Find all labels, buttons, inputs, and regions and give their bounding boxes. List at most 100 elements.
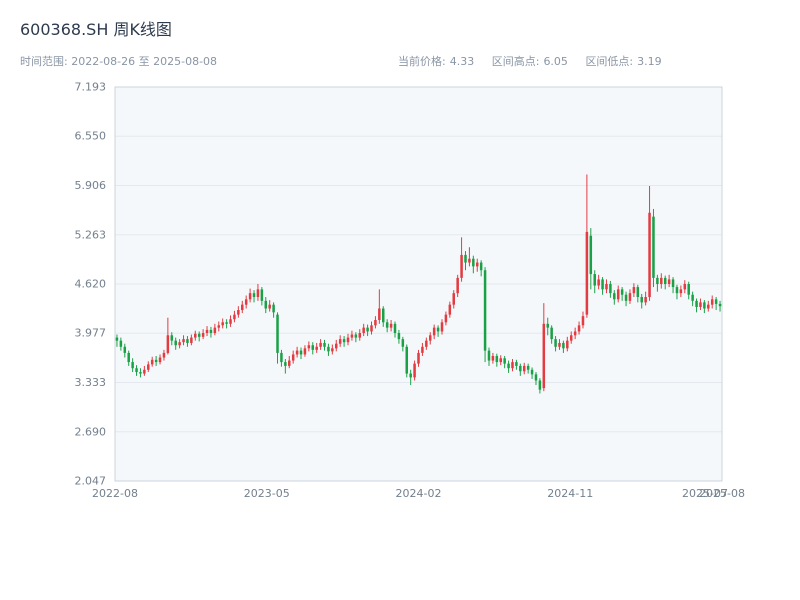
candle (417, 349, 420, 367)
candle-body (248, 293, 252, 300)
candle-body (667, 279, 671, 284)
page-title: 600368.SH 周K线图 (20, 20, 172, 39)
candle-body (268, 304, 271, 309)
candle-body (393, 323, 397, 334)
candle-body (483, 270, 487, 351)
candle (311, 342, 315, 355)
candle (327, 343, 330, 356)
price-stats: 当前价格: 4.33 区间高点: 6.05 区间低点: 3.19 (398, 53, 676, 69)
candle (432, 324, 436, 340)
candle (315, 342, 318, 353)
candle-body (644, 297, 647, 303)
candle (667, 274, 671, 288)
candle-body (581, 316, 585, 326)
candle (358, 329, 362, 341)
candle (472, 255, 475, 274)
candle-body (683, 284, 687, 290)
candle-body (409, 373, 412, 378)
candle-body (487, 350, 491, 361)
candle-body (127, 352, 130, 363)
candle-body (613, 293, 616, 300)
candle (691, 291, 694, 307)
candle (464, 251, 467, 271)
candle-body (241, 304, 244, 311)
candle (640, 293, 643, 309)
candle-body (307, 345, 311, 349)
candle-body (519, 365, 522, 372)
candle (229, 315, 232, 327)
candle-body (323, 342, 326, 347)
candle (671, 277, 675, 294)
candle (158, 354, 162, 365)
candle (217, 321, 221, 332)
candle (150, 356, 154, 367)
candle (139, 368, 142, 378)
candle (620, 287, 624, 301)
candle-body (288, 360, 291, 366)
candle-body (190, 337, 193, 343)
candle-body (699, 302, 702, 307)
date-range-label: 时间范围: 2022-08-26 至 2025-08-08 (20, 55, 218, 68)
candle (581, 311, 585, 329)
candle (299, 347, 303, 360)
candle-body (511, 362, 514, 369)
candle-body (166, 335, 170, 353)
candle (699, 298, 702, 311)
x-tick-label: 2025-07 (682, 487, 728, 500)
candle (628, 289, 632, 304)
y-tick-label: 7.193 (75, 81, 107, 94)
candle (154, 355, 158, 366)
candle (675, 284, 679, 300)
candle-body (272, 304, 275, 313)
candle (589, 228, 593, 290)
candle (280, 349, 283, 367)
candle-body (558, 342, 561, 347)
candle (542, 303, 546, 392)
candle (511, 359, 514, 372)
candle-body (425, 340, 428, 347)
candle-body (143, 369, 146, 374)
candle-body (342, 339, 346, 343)
candle-body (385, 322, 389, 328)
y-tick-label: 6.550 (75, 130, 107, 143)
candle (323, 339, 326, 351)
candle (448, 301, 452, 318)
candle (718, 300, 722, 312)
candle (499, 355, 502, 366)
candle-body (624, 294, 628, 301)
candle-body (162, 352, 166, 358)
candle (566, 336, 569, 352)
candle (190, 334, 193, 346)
candle-body (315, 346, 318, 350)
candle (201, 329, 205, 340)
candle (303, 345, 307, 357)
candle (487, 347, 491, 366)
candle-body (374, 319, 377, 326)
candle (182, 335, 185, 346)
candle-body (182, 339, 185, 343)
candle-body (197, 333, 201, 337)
candle (507, 360, 510, 373)
candle (378, 289, 381, 324)
candle (272, 302, 275, 318)
candle (519, 363, 522, 376)
candle-body (671, 279, 675, 288)
candle (213, 323, 217, 336)
candle-body (640, 297, 643, 303)
candle (609, 280, 612, 298)
candle-body (256, 289, 260, 298)
stat-label: 当前价格: (398, 55, 446, 68)
candle (166, 317, 170, 355)
candle (538, 378, 542, 394)
candle (401, 336, 405, 352)
candle-body (135, 368, 138, 373)
candle-body (656, 277, 659, 284)
candle-body (648, 212, 651, 298)
candle (440, 319, 444, 335)
candle (413, 360, 416, 381)
candle (648, 185, 651, 301)
candle-body (710, 299, 714, 305)
candle (221, 318, 224, 329)
candle-body (405, 346, 409, 374)
